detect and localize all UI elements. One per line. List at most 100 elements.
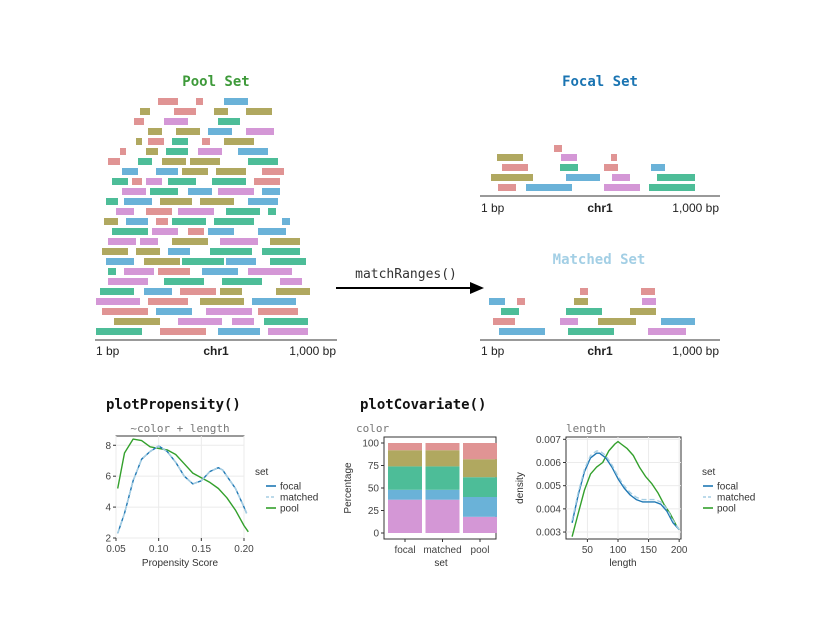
pool-range-3-3: [246, 128, 274, 135]
pool-range-1-0: [140, 108, 150, 115]
pool-range-15-0: [102, 248, 128, 255]
pool-range-21-3: [258, 308, 298, 315]
pool-range-8-5: [254, 178, 280, 185]
pool-range-16-1: [144, 258, 180, 265]
propensity-ticks: 0.05 0.10 0.15 0.20 2 4 6 8: [105, 441, 254, 555]
pool-range-14-0: [108, 238, 136, 245]
color-bar-pool-0: [463, 516, 497, 533]
pool-range-1-3: [246, 108, 272, 115]
pool-range-22-3: [264, 318, 308, 325]
pool-range-10-4: [248, 198, 278, 205]
pool-range-7-3: [216, 168, 246, 175]
color-ytick-label-1: 25: [368, 506, 380, 517]
pool-range-4-4: [224, 138, 254, 145]
length-chart: length 50 100 150 200 0.003 0.004 0.005 0.006 0.…: [515, 422, 755, 569]
matched-range-1-2: [574, 298, 588, 305]
pool-range-12-3: [172, 218, 206, 225]
color-bar-pool-3: [463, 459, 497, 478]
pool-range-7-0: [122, 168, 138, 175]
color-bar-pool-4: [463, 443, 497, 460]
focal-range-2-0: [502, 164, 528, 171]
focal-range-3-0: [491, 174, 533, 181]
matched-range-2-0: [501, 308, 519, 315]
match-arrow-head: [470, 282, 484, 294]
pool-set-title: Pool Set: [182, 74, 249, 90]
pool-range-8-3: [168, 178, 196, 185]
pool-range-5-0: [120, 148, 126, 155]
pool-range-23-3: [268, 328, 308, 335]
matched-range-2-2: [630, 308, 656, 315]
length-xtick-label-3: 200: [671, 545, 688, 556]
pool-range-4-1: [148, 138, 164, 145]
pool-range-21-2: [206, 308, 252, 315]
pool-range-18-1: [164, 278, 204, 285]
length-line-focal: [571, 452, 680, 531]
color-bar-focal-3: [388, 450, 422, 467]
propensity-legend-title: set: [255, 467, 269, 478]
pool-range-0-2: [224, 98, 248, 105]
pool-range-10-3: [200, 198, 234, 205]
pool-range-21-1: [156, 308, 192, 315]
pool-range-19-1: [144, 288, 172, 295]
propensity-ytick-label-0: 2: [105, 534, 111, 545]
color-bar-focal-2: [388, 466, 422, 490]
pool-range-22-1: [178, 318, 222, 325]
color-bar-matched-0: [425, 499, 460, 533]
propensity-line-pool: [117, 438, 249, 533]
length-line-matched: [571, 450, 680, 531]
pool-range-11-3: [226, 208, 260, 215]
pool-range-5-3: [198, 148, 222, 155]
pool-range-12-2: [156, 218, 168, 225]
matched-axis-end: 1,000 bp: [672, 344, 719, 358]
color-xlabel: set: [434, 558, 448, 569]
color-bar-pool-1: [463, 497, 497, 517]
color-bar-pool-2: [463, 477, 497, 497]
propensity-ytick-label-3: 8: [105, 441, 111, 452]
length-lines: [571, 440, 680, 537]
matched-range-2-1: [566, 308, 602, 315]
pool-range-4-3: [202, 138, 210, 145]
propensity-xtick-label-1: 0.10: [149, 544, 169, 555]
length-legend-title: set: [702, 467, 716, 478]
color-ytick-label-3: 75: [368, 461, 380, 472]
pool-range-8-2: [146, 178, 162, 185]
pool-range-2-2: [218, 118, 240, 125]
propensity-line-matched: [117, 445, 248, 534]
color-ytick-label-4: 100: [362, 439, 379, 450]
pool-range-22-0: [114, 318, 160, 325]
pool-range-20-3: [252, 298, 296, 305]
pool-range-9-2: [188, 188, 212, 195]
propensity-chart: ~color + length 0.05 0.10 0.15 0.20 2 4 6 8 Pro…: [105, 422, 318, 569]
focal-range-2-1: [560, 164, 578, 171]
plot-covariate-label: plotCovariate(): [360, 397, 486, 413]
pool-axis-chr: chr1: [203, 344, 229, 358]
matched-range-4-1: [568, 328, 614, 335]
pool-range-6-4: [248, 158, 278, 165]
pool-range-19-4: [276, 288, 310, 295]
pool-range-13-1: [136, 228, 148, 235]
color-bar-matched-2: [425, 466, 460, 490]
color-bar-focal-0: [388, 499, 422, 533]
pool-range-16-2: [182, 258, 224, 265]
pool-range-10-1: [124, 198, 152, 205]
pool-range-14-4: [270, 238, 300, 245]
color-bar-focal-4: [388, 443, 422, 451]
focal-range-2-3: [651, 164, 665, 171]
focal-range-3-2: [612, 174, 630, 181]
pool-range-12-4: [214, 218, 254, 225]
color-xtick-label-focal: focal: [394, 545, 415, 556]
focal-axis-chr: chr1: [587, 201, 613, 215]
propensity-ytick-label-1: 4: [105, 503, 111, 514]
color-xtick-label-pool: pool: [471, 545, 490, 556]
pool-range-20-2: [200, 298, 244, 305]
color-chart-title: color: [356, 422, 389, 435]
length-xtick-label-2: 150: [640, 545, 657, 556]
pool-range-16-0: [106, 258, 134, 265]
pool-range-19-2: [180, 288, 216, 295]
length-ylabel: density: [515, 472, 526, 504]
pool-range-13-0: [112, 228, 136, 235]
pool-range-6-0: [108, 158, 120, 165]
pool-range-21-0: [102, 308, 148, 315]
pool-range-8-4: [212, 178, 246, 185]
